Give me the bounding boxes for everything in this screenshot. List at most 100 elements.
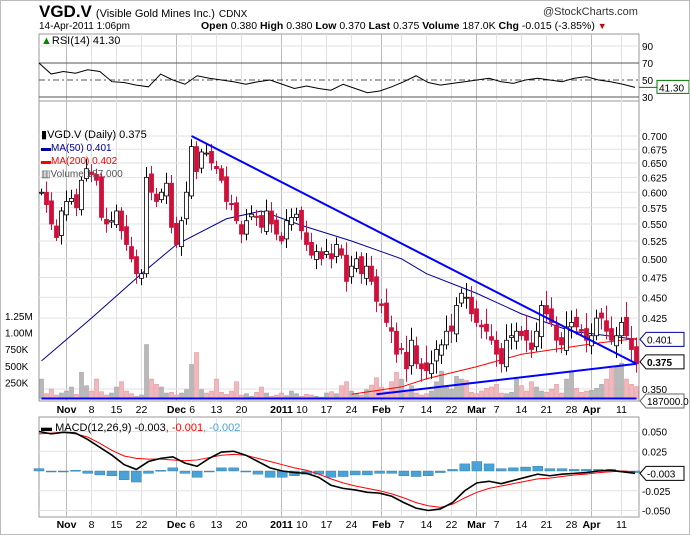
macd-histogram-bar bbox=[252, 470, 264, 475]
volume-bar bbox=[514, 378, 519, 400]
candle-body bbox=[494, 339, 499, 355]
candle-body bbox=[299, 209, 304, 232]
candle-body bbox=[154, 193, 159, 202]
signal-value: -0.001 bbox=[171, 422, 204, 434]
volume-bar bbox=[604, 378, 609, 400]
candle-body bbox=[234, 202, 239, 222]
volume-bars-icon: ▥ bbox=[41, 169, 51, 180]
macd-histogram-bar bbox=[118, 470, 130, 480]
price-legend-item: ▮VGD.V (Daily) 0.375 bbox=[41, 129, 147, 142]
candle-body bbox=[114, 210, 119, 226]
candle-body bbox=[509, 335, 514, 338]
price-legend-text: VGD.V (Daily) 0.375 bbox=[47, 129, 147, 141]
candle-body bbox=[189, 146, 194, 197]
x-axis-label: Nov bbox=[57, 519, 77, 531]
x-axis-label: 24 bbox=[346, 519, 358, 531]
candle-body bbox=[314, 251, 319, 260]
x-axis-label: 21 bbox=[541, 404, 553, 416]
volume-bar bbox=[529, 381, 534, 400]
volume-tick-label: 1.00M bbox=[5, 329, 33, 340]
volume-bar bbox=[344, 381, 349, 400]
macd-histogram-bar bbox=[94, 470, 106, 476]
candle-body bbox=[89, 171, 94, 175]
volume-bar bbox=[494, 384, 499, 400]
candle-body bbox=[244, 220, 249, 235]
volume-bar bbox=[234, 381, 239, 400]
macd-histogram-bar bbox=[398, 470, 410, 476]
rsi-line bbox=[38, 62, 636, 94]
panel-frame bbox=[38, 100, 640, 402]
candle-body bbox=[304, 232, 309, 245]
candle-body bbox=[54, 225, 59, 238]
macd-histogram-bar bbox=[106, 470, 118, 476]
chg-label: Chg bbox=[498, 20, 519, 32]
macd-histogram-bar bbox=[544, 468, 556, 472]
candle-body bbox=[609, 328, 614, 341]
open-value: 0.380 bbox=[230, 20, 258, 32]
x-axis-label: 22 bbox=[136, 404, 148, 416]
ma50-legend: ▬MA(50) 0.401 bbox=[41, 143, 112, 154]
macd-histogram-bar bbox=[155, 470, 166, 472]
price-tick-label: 0.700 bbox=[642, 132, 667, 143]
low-label: Low bbox=[315, 20, 337, 32]
macd-histogram-bar bbox=[581, 469, 592, 472]
candle-body bbox=[334, 244, 339, 258]
macd-tick-label: -0.050 bbox=[642, 507, 671, 518]
macd-histogram-bar bbox=[58, 470, 69, 473]
volume-bar bbox=[489, 386, 494, 400]
macd-histogram-bar bbox=[70, 470, 81, 472]
price-tick-label: 0.500 bbox=[642, 255, 667, 266]
volume-label: Volume bbox=[422, 20, 460, 32]
candle-body bbox=[209, 151, 214, 164]
candle-body bbox=[119, 210, 124, 232]
volume-bar bbox=[94, 378, 99, 400]
x-axis-label: 7 bbox=[494, 404, 500, 416]
rsi-value-tag-text: 41.30 bbox=[659, 83, 684, 94]
candle-body bbox=[164, 182, 169, 197]
volume-bar bbox=[144, 344, 149, 400]
macd-histogram-bar bbox=[410, 470, 422, 477]
candle-body bbox=[599, 312, 604, 319]
x-axis-label: 14 bbox=[516, 404, 528, 416]
candle-body bbox=[539, 305, 544, 338]
x-axis-label: Nov bbox=[57, 404, 77, 416]
macd-histogram-bar bbox=[459, 463, 470, 472]
x-axis-label: Mar bbox=[467, 519, 486, 531]
macd-histogram-bar bbox=[423, 470, 434, 476]
candle-body bbox=[184, 191, 189, 220]
macd-value-tag-text: -0.003 bbox=[647, 469, 676, 480]
volume-legend-text: Volume 187,000 bbox=[50, 169, 123, 180]
candle-body bbox=[499, 348, 504, 365]
volume-tick-label: 250K bbox=[5, 378, 29, 389]
x-axis-label: 6 bbox=[189, 404, 195, 416]
candle-body bbox=[614, 335, 619, 347]
x-axis-label: 21 bbox=[541, 519, 553, 531]
candle-body bbox=[249, 213, 254, 218]
candle-body bbox=[319, 251, 324, 260]
macd-histogram-bar bbox=[496, 468, 507, 472]
x-axis-label: 10 bbox=[296, 519, 308, 531]
brand-logo: @StockCharts.com bbox=[543, 6, 638, 18]
x-axis-label: 8 bbox=[89, 519, 95, 531]
panel-frame bbox=[38, 33, 640, 102]
macd-histogram-bar bbox=[435, 470, 446, 473]
candle-body bbox=[464, 296, 469, 299]
volume-bar bbox=[119, 381, 124, 400]
volume-bar bbox=[259, 386, 264, 400]
price-tick-label: 0.550 bbox=[642, 220, 667, 231]
macd-histogram-bar bbox=[204, 470, 215, 473]
candle-body bbox=[529, 342, 534, 350]
candle-body bbox=[39, 191, 44, 194]
x-axis-label: 14 bbox=[516, 519, 528, 531]
candle-body bbox=[64, 201, 69, 216]
price-tick-label: 0.425 bbox=[642, 314, 667, 325]
volume-bar bbox=[609, 368, 614, 400]
price-tick-label: 0.600 bbox=[642, 188, 667, 199]
quote-bar: Open 0.380 High 0.380 Low 0.370 Last 0.3… bbox=[201, 20, 607, 32]
candle-body bbox=[149, 173, 154, 193]
last-label: Last bbox=[368, 20, 391, 32]
candle-body bbox=[124, 226, 129, 245]
candle-body bbox=[254, 215, 259, 218]
rsi-tick-label: 30 bbox=[642, 93, 654, 104]
